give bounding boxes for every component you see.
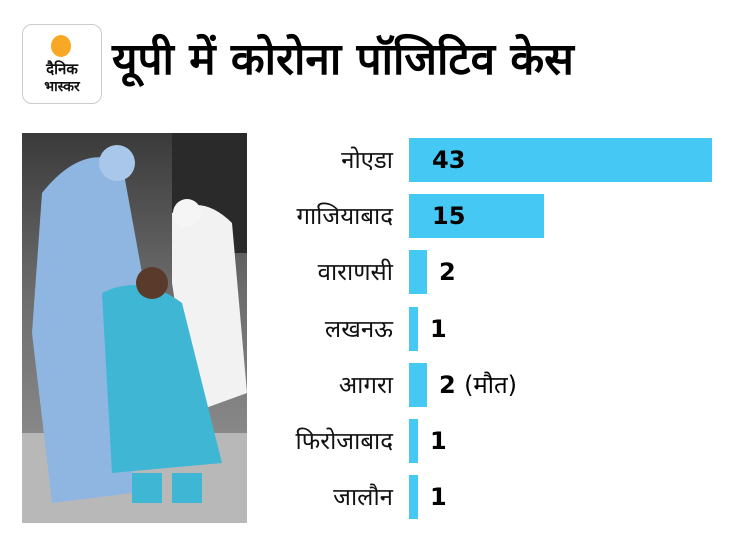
- value-number: 43: [432, 146, 466, 174]
- category-label: आगरा: [338, 370, 393, 399]
- value-label: 1: [430, 482, 447, 512]
- value-number: 2: [439, 258, 456, 287]
- value-number: 15: [432, 202, 466, 231]
- bar: [409, 250, 427, 295]
- value-number: 1: [430, 483, 447, 512]
- value-label: 1: [430, 314, 447, 344]
- page-title: यूपी में कोरोना पॉजिटिव केस: [112, 34, 574, 85]
- bar: [409, 362, 427, 407]
- category-label: नोएडा: [341, 146, 393, 174]
- bar: [409, 419, 418, 463]
- value-label: 1: [430, 426, 447, 456]
- value-label: 2: [439, 257, 456, 287]
- value-number: 2: [439, 370, 456, 399]
- logo-line2: भास्कर: [44, 79, 80, 95]
- category-label: वाराणसी: [317, 258, 393, 287]
- value-label: 43: [432, 145, 465, 175]
- value-label: 15: [432, 201, 465, 231]
- value-label: 2 (मौत): [439, 370, 517, 400]
- bar: [409, 138, 712, 182]
- dainik-bhaskar-logo: दैनिक भास्कर: [22, 24, 102, 104]
- bar: [409, 475, 418, 520]
- logo-line1: दैनिक: [46, 60, 78, 78]
- bar: [409, 306, 418, 351]
- death-annotation: (मौत): [464, 370, 518, 399]
- sun-icon: [51, 35, 71, 57]
- bar: [409, 194, 544, 239]
- category-label: फिरोजाबाद: [295, 427, 393, 455]
- value-number: 1: [430, 427, 447, 455]
- value-number: 1: [430, 314, 447, 343]
- category-label: जालौन: [333, 483, 393, 512]
- category-label: लखनऊ: [324, 314, 393, 343]
- health-workers-photo: [22, 133, 247, 523]
- category-label: गाजियाबाद: [296, 202, 393, 231]
